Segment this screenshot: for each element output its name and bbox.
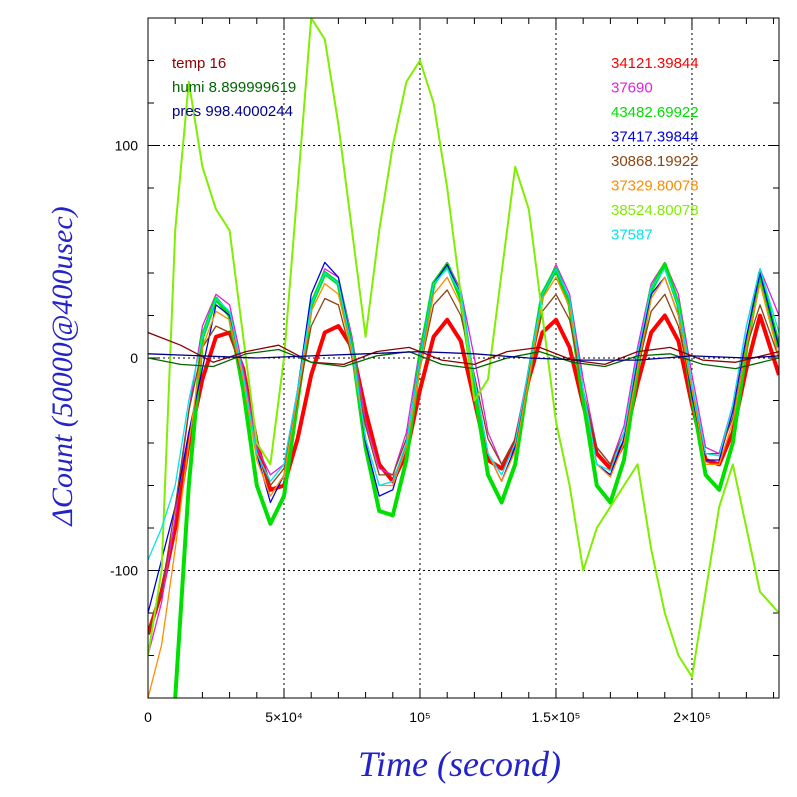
series-line-5 [148,276,779,698]
x-tick-label: 10⁵ [409,709,430,725]
y-axis-title: ΔCount (50000@400usec) [46,206,79,526]
x-tick-label: 0 [144,709,152,725]
series-line-8 [148,331,779,366]
series-legend-entry: 37690 [611,80,653,97]
series-line-7 [148,268,779,561]
env-legend-entry: temp 16 [172,55,226,72]
x-axis-title: Time (second) [358,744,561,784]
env-legend-entry: pres 998.4000244 [172,103,293,120]
series-line-10 [148,350,779,361]
series-group [148,18,779,698]
series-legend-entry: 30868.19922 [611,153,699,170]
x-tick-label: 5×10⁴ [265,709,303,725]
series-legend-entry: 37587 [611,227,653,244]
series-line-9 [148,348,779,370]
series-legend-entry: 37329.80078 [611,178,699,195]
x-tick-label: 1.5×10⁵ [531,709,580,725]
env-legend-entry: humi 8.899999619 [172,79,296,96]
y-tick-label: 0 [130,350,138,366]
series-legend-entry: 34121.39844 [611,55,699,72]
plot-frame [147,17,780,699]
y-tick-label: -100 [110,563,138,579]
series-legend-entry: 38524.80078 [611,202,699,219]
series-legend-entry: 43482.69922 [611,104,699,121]
x-tick-label: 2×10⁵ [673,709,710,725]
series-legend-entry: 37417.39844 [611,129,699,146]
y-tick-label: 100 [115,138,139,154]
